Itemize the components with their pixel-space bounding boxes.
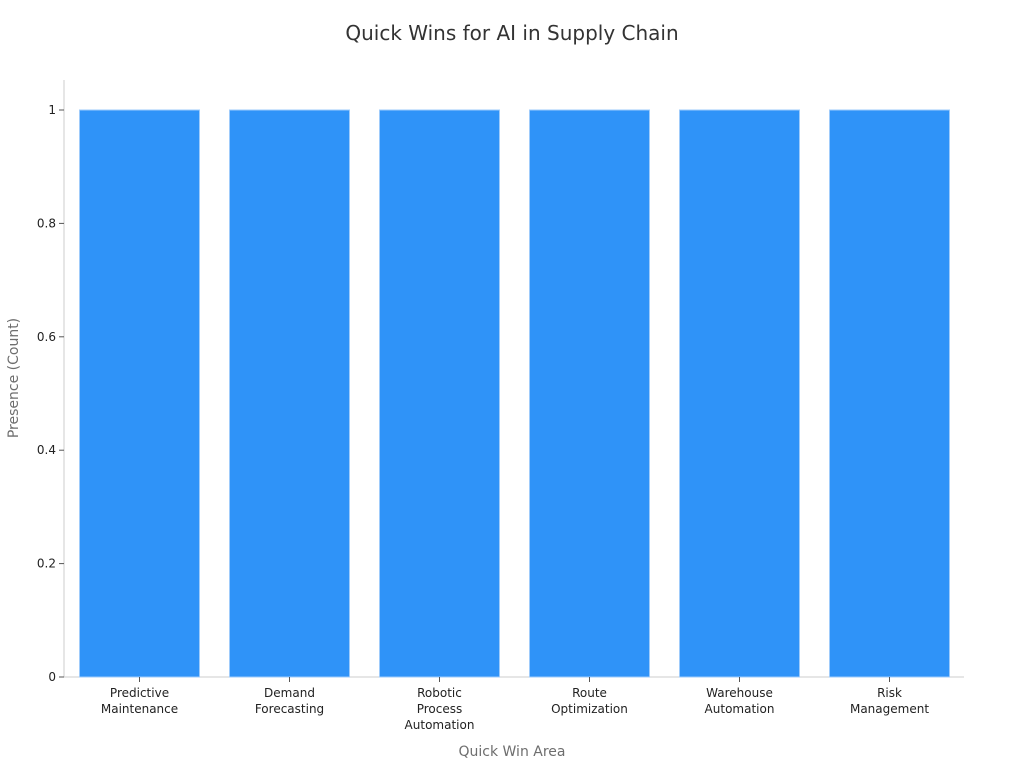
x-tick-label: Robotic Process Automation xyxy=(405,686,475,732)
bar xyxy=(829,109,950,678)
x-tick-label: Predictive Maintenance xyxy=(101,686,178,716)
x-tick-label-line: Forecasting xyxy=(255,702,324,716)
x-tick-label-line: Predictive xyxy=(110,686,169,700)
y-tick-label: 1 xyxy=(48,103,56,117)
x-tick-label-line: Robotic xyxy=(417,686,462,700)
x-tick-label-line: Management xyxy=(850,702,929,716)
bars-group xyxy=(79,109,950,678)
y-tick-label: 0.8 xyxy=(37,216,56,230)
x-tick-label: Demand Forecasting xyxy=(255,686,324,716)
x-axis-title: Quick Win Area xyxy=(458,744,565,760)
bar xyxy=(229,109,350,678)
x-tick-label-line: Automation xyxy=(405,718,475,732)
x-tick-label-line: Automation xyxy=(705,702,775,716)
y-axis-title: Presence (Count) xyxy=(6,318,22,438)
bar xyxy=(679,109,800,678)
y-tick-label: 0.6 xyxy=(37,330,56,344)
y-tick-label: 0 xyxy=(48,670,56,684)
x-tick-label-line: Risk xyxy=(877,686,902,700)
x-tick-label-line: Warehouse xyxy=(706,686,773,700)
x-tick-label: Route Optimization xyxy=(551,686,628,716)
y-tick-label: 0.4 xyxy=(37,443,56,457)
chart-title: Quick Wins for AI in Supply Chain xyxy=(345,21,678,45)
x-tick-label-line: Maintenance xyxy=(101,702,178,716)
x-tick-label: Warehouse Automation xyxy=(705,686,775,716)
y-tick-label: 0.2 xyxy=(37,557,56,571)
bar xyxy=(379,109,500,678)
bar xyxy=(79,109,200,678)
x-tick-label-line: Route xyxy=(572,686,607,700)
bar xyxy=(529,109,650,678)
x-ticks-group: Predictive Maintenance Demand Forecasting Ro… xyxy=(101,677,929,732)
x-tick-label-line: Process xyxy=(417,702,463,716)
x-tick-label-line: Demand xyxy=(264,686,315,700)
y-ticks-group: 0 0.2 0.4 0.6 0.8 1 xyxy=(37,103,64,684)
x-tick-label: Risk Management xyxy=(850,686,929,716)
x-tick-label-line: Optimization xyxy=(551,702,628,716)
